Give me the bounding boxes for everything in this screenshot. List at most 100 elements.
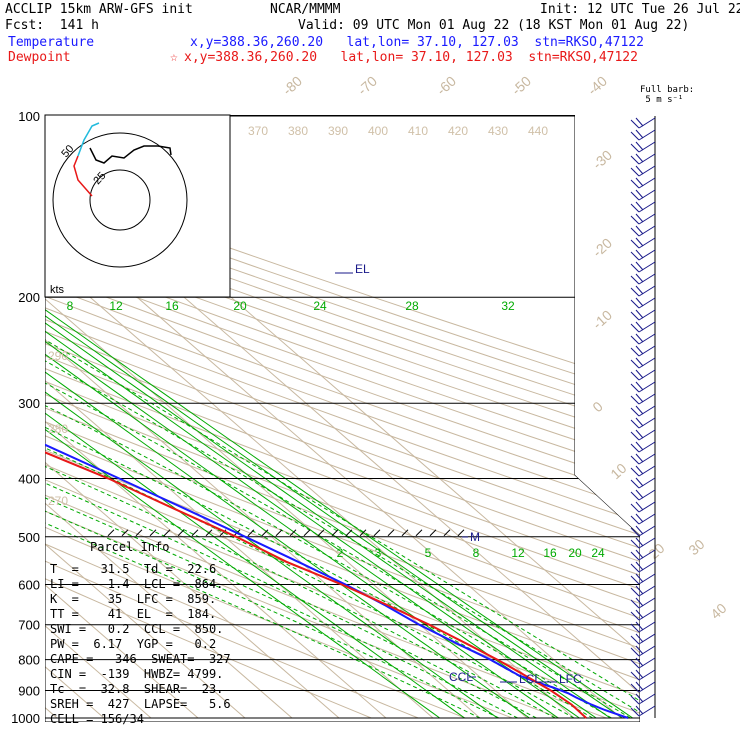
theta-tick-label: 270 (48, 494, 68, 508)
wind-barb (630, 369, 656, 381)
parcel-info-row: CAPE = 346 SWEAT= 327 (50, 652, 231, 666)
isotherm-line (45, 115, 199, 719)
hatch-mark (317, 529, 325, 537)
wind-barb-staff (638, 201, 656, 213)
wind-barb (630, 561, 656, 573)
hatch-mark (163, 529, 171, 537)
temperature-legend-label: Temperature (8, 35, 95, 50)
hatch-mark (261, 529, 269, 537)
wind-barb-flag (635, 345, 644, 355)
wind-barb (630, 225, 656, 237)
theta-tick-label: 430 (488, 124, 508, 138)
pressure-tick-label: 200 (18, 290, 40, 305)
hatch-mark (443, 529, 451, 537)
wind-barb-flag (630, 479, 640, 489)
wind-barb-staff (638, 165, 656, 177)
mixing-ratio-label: 24 (313, 299, 327, 313)
dry-adiabat-line (45, 115, 640, 719)
theta-tick-label: 410 (408, 124, 428, 138)
wind-barb-flag (635, 297, 644, 307)
dewpoint-location: x,y=388.36,260.20 lat,lon= 37.10, 127.03… (184, 50, 638, 65)
wind-barb-flag (635, 129, 644, 139)
wind-barb (630, 633, 656, 645)
mixing-ratio-label: 20 (233, 299, 247, 313)
wind-barb-flag (635, 429, 644, 439)
wind-barb-staff (638, 405, 656, 417)
wind-barb-flag (630, 707, 640, 717)
dry-adiabat-line (45, 115, 640, 719)
wind-barb-flag (635, 477, 644, 487)
wind-barb (630, 249, 656, 261)
mixing-ratio-label: 12 (109, 299, 123, 313)
wind-barb-flag (635, 273, 644, 283)
wind-barb-flag (630, 131, 640, 141)
wind-barb-flag (635, 597, 644, 607)
wind-barb (630, 585, 656, 597)
mixing-ratio-label: 16 (165, 299, 179, 313)
wind-barb (630, 597, 656, 609)
wind-barb (630, 213, 656, 225)
hatch-mark (177, 529, 185, 537)
wind-barb-flag (635, 645, 644, 655)
el-label: EL (355, 262, 370, 276)
wind-barb-flag (630, 647, 640, 657)
wind-barb (630, 705, 656, 717)
wind-barb (630, 153, 656, 165)
parcel-info-row: Tc = 32.8 SHEAR= 23. (50, 682, 224, 696)
wind-barb-staff (638, 681, 656, 693)
moist-adiabat-line (45, 296, 640, 719)
wind-barb-staff (638, 585, 656, 597)
wind-barb-flag (635, 333, 644, 343)
wind-barb-flag (630, 179, 640, 189)
theta-tick-label: 290 (48, 349, 68, 363)
wind-barb (630, 693, 656, 705)
wind-barb-flag (635, 189, 644, 199)
wind-barb (630, 609, 656, 621)
parcel-info-row: TT = 41 EL = 184. (50, 607, 217, 621)
hodograph-trace-mid (77, 122, 100, 157)
isotherm-tick-label: 20 (645, 540, 667, 562)
dry-adiabat-line (45, 115, 640, 719)
wind-barb (630, 453, 656, 465)
isotherm-tick-label: -10 (589, 307, 615, 333)
hodograph-ring (52, 132, 188, 268)
wind-barb-staff (638, 525, 656, 537)
wind-barb-flag (635, 501, 644, 511)
wind-barb-flag (630, 491, 640, 501)
wind-barb-staff (638, 153, 656, 165)
hatch-mark (401, 529, 409, 537)
dry-adiabat-line (45, 115, 640, 719)
isotherm-tick-label: -20 (589, 235, 615, 261)
isotherm-tick-label: 30 (685, 536, 707, 558)
dry-adiabat-line (45, 115, 640, 719)
wind-barb-flag (630, 143, 640, 153)
wind-barb (630, 429, 656, 441)
mixing-ratio-label: 8 (473, 546, 480, 560)
wind-barb-flag (635, 585, 644, 595)
parcel-info-row: K = 35 LFC = 859. (50, 592, 217, 606)
wind-barb-staff (638, 117, 656, 129)
wind-barb-staff (638, 249, 656, 261)
wind-barb-staff (638, 381, 656, 393)
wind-barb-flag (630, 251, 640, 261)
wind-barb-staff (638, 477, 656, 489)
wind-barb-staff (638, 609, 656, 621)
wind-barb-flag (635, 537, 644, 547)
isotherm-line (45, 115, 528, 719)
wind-barb-staff (638, 189, 656, 201)
wind-barb-flag (635, 465, 644, 475)
wind-barb-flag (635, 249, 644, 259)
wind-barb-flag (635, 621, 644, 631)
wind-barb-flag (635, 693, 644, 703)
wind-barb (630, 237, 656, 249)
wind-barb-flag (630, 527, 640, 537)
wind-barb (630, 321, 656, 333)
mixing-ratio-label: 5 (425, 546, 432, 560)
wind-barb-flag (635, 561, 644, 571)
wind-barb (630, 441, 656, 453)
wind-barb-staff (638, 453, 656, 465)
wind-barb-flag (630, 191, 640, 201)
hatch-mark (289, 529, 297, 537)
isotherm-tick-label: -40 (584, 73, 610, 99)
